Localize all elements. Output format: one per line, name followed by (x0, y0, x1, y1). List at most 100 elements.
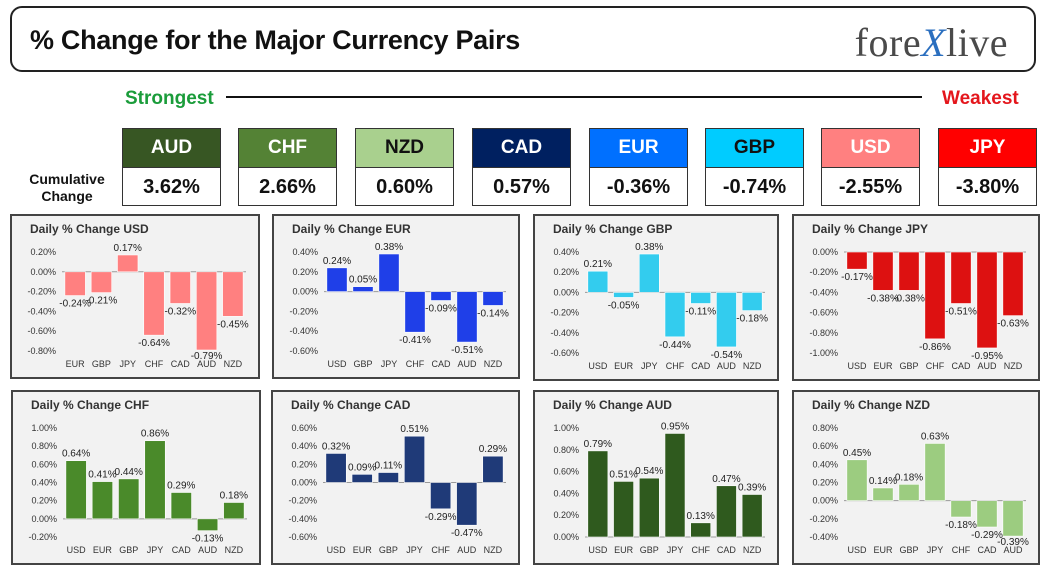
cumulative-change-value: -0.36% (606, 176, 671, 198)
bar-chf (950, 500, 972, 518)
currency-box-gbp: GBP -0.74% (705, 128, 804, 206)
bar-cad (950, 251, 972, 304)
bar-nzd (223, 502, 245, 520)
weakest-label: Weakest (942, 88, 1019, 109)
bar-aud (456, 482, 478, 526)
x-tick-label: CAD (691, 361, 711, 371)
bar-eur (872, 251, 894, 291)
bar-cad (430, 291, 452, 301)
x-tick-label: AUD (717, 361, 737, 371)
x-tick-label: GBP (379, 545, 398, 555)
title-banner: % Change for the Major Currency Pairs fo… (10, 6, 1036, 72)
chart-title: Daily % Change AUD (553, 398, 672, 412)
data-label: -0.29% (971, 530, 1003, 541)
currency-code: NZD (356, 129, 453, 168)
x-tick-label: NZD (484, 359, 503, 369)
y-tick-label: -0.60% (27, 326, 56, 336)
bar-chart-gbp: Daily % Change GBP 0.40% 0.20% 0.00% -0.20% -… (550, 222, 768, 371)
data-label: -0.44% (659, 340, 691, 351)
x-tick-label: NZD (1004, 361, 1023, 371)
y-tick-label: -0.60% (809, 308, 838, 318)
data-label: -0.51% (945, 307, 977, 318)
x-tick-label: USD (327, 359, 347, 369)
x-tick-label: AUD (457, 359, 477, 369)
chart-panel-chf: Daily % Change CHF 1.00% 0.80% 0.60% 0.40% 0.… (11, 390, 261, 565)
chart-panel-eur: Daily % Change EUR 0.40% 0.20% 0.00% -0.20% -… (272, 214, 520, 379)
bar-cad (170, 492, 192, 520)
y-tick-label: 0.00% (812, 496, 838, 506)
x-tick-label: AUD (977, 361, 997, 371)
x-tick-label: USD (588, 361, 608, 371)
y-tick-label: 0.00% (553, 287, 579, 297)
bar-nzd (741, 494, 763, 538)
cumulative-change-value: 0.60% (376, 176, 433, 198)
bar-cad (716, 485, 737, 538)
x-tick-label: NZD (225, 545, 244, 555)
x-tick-label: EUR (614, 361, 634, 371)
y-tick-label: -0.40% (289, 326, 318, 336)
currency-box-eur: EUR -0.36% (589, 128, 688, 206)
data-label: 0.95% (661, 421, 689, 432)
y-tick-label: 0.40% (291, 441, 317, 451)
x-tick-label: USD (588, 545, 608, 555)
bar-chf (143, 271, 165, 336)
currency-code: USD (822, 129, 919, 168)
bar-chf (690, 522, 712, 538)
currency-box-aud: AUD 3.62% (122, 128, 221, 206)
bar-chart-cad: Daily % Change CAD 0.60% 0.40% 0.20% 0.00% -0… (288, 398, 507, 555)
y-tick-label: -0.40% (809, 287, 838, 297)
currency-box-nzd: NZD 0.60% (355, 128, 454, 206)
data-label: 0.29% (479, 444, 507, 455)
chart-title: Daily % Change CHF (31, 398, 149, 412)
bar-cad (976, 500, 998, 528)
chart-title: Daily % Change CAD (291, 398, 411, 412)
y-tick-label: -0.40% (809, 532, 838, 542)
data-label: -0.21% (86, 296, 118, 307)
x-tick-label: NZD (224, 359, 243, 369)
y-tick-label: 0.40% (553, 488, 579, 498)
data-label: 0.39% (738, 482, 766, 493)
y-tick-label: 0.60% (31, 459, 57, 469)
bar-jpy (924, 443, 946, 501)
bar-cad (169, 271, 191, 304)
bar-chf (430, 482, 452, 510)
y-tick-label: -0.20% (550, 308, 579, 318)
data-label: -0.17% (841, 272, 873, 283)
chart-title: Daily % Change EUR (292, 222, 411, 236)
data-label: 0.51% (400, 424, 428, 435)
y-tick-label: -0.20% (289, 306, 318, 316)
data-label: 0.38% (635, 242, 663, 253)
x-tick-label: GBP (119, 545, 138, 555)
y-tick-label: 1.00% (553, 423, 579, 433)
data-label: -0.39% (997, 537, 1029, 548)
bar-nzd (482, 291, 504, 306)
y-tick-label: -0.20% (27, 287, 56, 297)
data-label: -0.24% (59, 299, 91, 310)
bar-gbp (377, 472, 399, 483)
x-tick-label: AUD (197, 359, 217, 369)
y-tick-label: 0.80% (812, 423, 838, 433)
x-tick-label: NZD (743, 545, 762, 555)
bar-aud (197, 518, 219, 531)
x-tick-label: NZD (743, 361, 762, 371)
data-label: -0.45% (217, 319, 249, 330)
data-label: 0.17% (114, 243, 142, 254)
y-tick-label: -0.20% (288, 496, 317, 506)
data-label: -0.63% (997, 319, 1029, 330)
data-label: -0.38% (867, 293, 899, 304)
x-tick-label: JPY (406, 545, 423, 555)
currency-code: EUR (590, 129, 687, 168)
bar-chart-eur: Daily % Change EUR 0.40% 0.20% 0.00% -0.20% -… (289, 222, 509, 369)
x-tick-label: EUR (873, 545, 893, 555)
x-tick-label: GBP (899, 361, 918, 371)
y-tick-label: 0.40% (31, 478, 57, 488)
x-tick-label: GBP (899, 545, 918, 555)
forexlive-logo: foreXlive (854, 20, 1008, 65)
bar-aud (976, 251, 998, 349)
data-label: -0.14% (477, 308, 509, 319)
y-tick-label: -0.60% (289, 346, 318, 356)
y-tick-label: 0.00% (812, 247, 838, 257)
bar-nzd (482, 455, 504, 483)
bar-eur (872, 487, 894, 501)
chart-title: Daily % Change USD (30, 222, 149, 236)
